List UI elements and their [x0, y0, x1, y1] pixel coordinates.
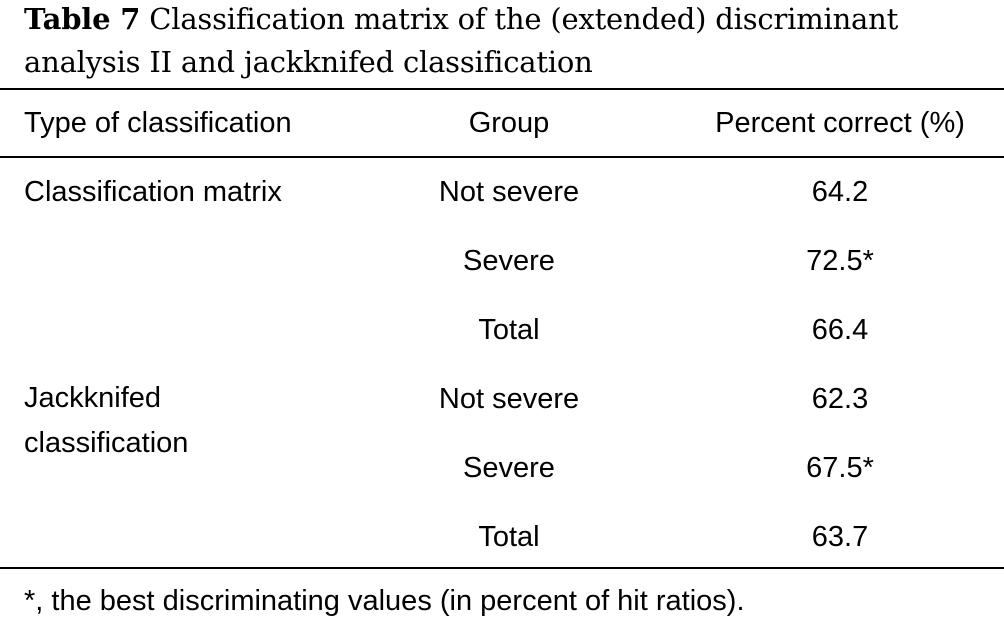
table-cell-percent: 64.2: [812, 175, 868, 209]
table-caption: Table 7 Classification matrix of the (ex…: [24, 0, 999, 84]
table-cell-percent: 72.5*: [806, 244, 874, 278]
table-label: Table 7: [24, 2, 140, 36]
section-type-classification-matrix: Classification matrix: [24, 175, 282, 209]
table-cell-group: Total: [478, 313, 539, 347]
section-type-jackknifed-classification: Jackknifed classification: [24, 376, 324, 466]
table-top-rule: [0, 88, 1004, 90]
table-cell-group: Severe: [463, 451, 555, 485]
table-cell-group: Severe: [463, 244, 555, 278]
table-cell-group: Total: [478, 520, 539, 554]
table-footnote: *, the best discriminating values (in pe…: [24, 584, 745, 618]
table-caption-text: Classification matrix of the (extended) …: [24, 2, 898, 79]
table-cell-group: Not severe: [439, 382, 579, 416]
table-cell-group: Not severe: [439, 175, 579, 209]
header-group: Group: [469, 106, 550, 140]
table-cell-percent: 63.7: [812, 520, 868, 554]
header-percent: Percent correct (%): [715, 106, 965, 140]
table-header-rule: [0, 156, 1004, 158]
table-cell-percent: 67.5*: [806, 451, 874, 485]
table-cell-percent: 66.4: [812, 313, 868, 347]
header-type: Type of classification: [24, 106, 292, 140]
table-cell-percent: 62.3: [812, 382, 868, 416]
table-bottom-rule: [0, 567, 1004, 569]
